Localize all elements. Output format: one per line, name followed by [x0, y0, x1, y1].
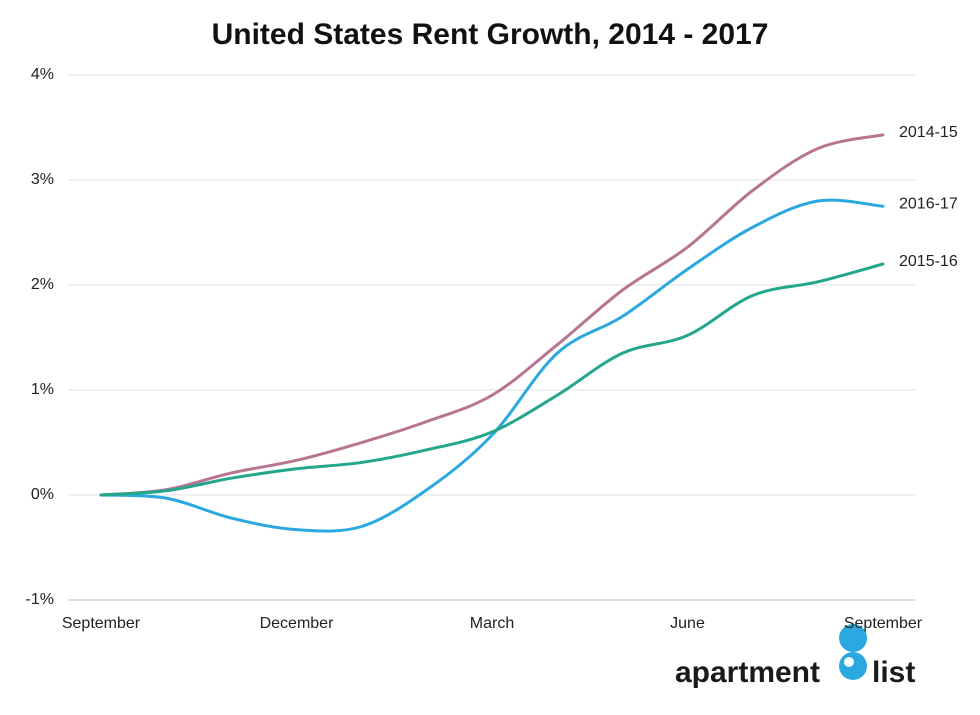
- series-line: [99, 262, 885, 497]
- x-tick-label: June: [670, 615, 705, 632]
- series-label: 2014-15: [899, 124, 958, 141]
- x-tick-label: March: [470, 615, 514, 632]
- x-tick-label: September: [844, 615, 923, 632]
- series-label: 2016-17: [899, 195, 958, 212]
- x-tick-label: September: [62, 615, 141, 632]
- y-tick-label: 0%: [31, 486, 54, 503]
- logo-pin-dot: [844, 657, 854, 667]
- series-line: [99, 198, 885, 533]
- y-tick-label: 4%: [31, 66, 54, 83]
- y-tick-label: 1%: [31, 381, 54, 398]
- logo-text: apartment: [675, 656, 820, 689]
- chart-title: United States Rent Growth, 2014 - 2017: [212, 18, 769, 51]
- series-label: 2015-16: [899, 253, 958, 270]
- y-tick-label: 2%: [31, 276, 54, 293]
- logo-text: list: [872, 656, 915, 689]
- logo-pin-head: [839, 652, 867, 680]
- y-tick-label: -1%: [26, 591, 54, 608]
- series-line: [99, 133, 885, 497]
- x-tick-label: December: [260, 615, 334, 632]
- logo: apartment list: [675, 624, 915, 689]
- y-tick-label: 3%: [31, 171, 54, 188]
- logo-pin: [839, 624, 868, 677]
